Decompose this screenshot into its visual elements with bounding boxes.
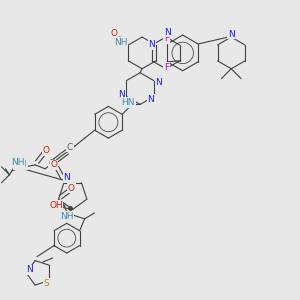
Text: N: N: [26, 266, 32, 274]
Text: N: N: [148, 95, 154, 104]
Text: O: O: [111, 28, 118, 38]
Text: *: *: [63, 204, 66, 210]
Text: HN: HN: [122, 98, 135, 107]
Text: OH: OH: [49, 201, 63, 210]
Text: O: O: [43, 146, 50, 155]
Text: F: F: [164, 63, 169, 72]
Text: F: F: [164, 34, 169, 43]
Text: NH: NH: [14, 160, 27, 169]
Text: N: N: [228, 30, 235, 39]
Text: NH: NH: [114, 38, 127, 46]
Text: NH: NH: [11, 158, 24, 167]
Text: N: N: [164, 28, 171, 37]
Text: N: N: [64, 173, 70, 182]
Text: N: N: [155, 78, 162, 87]
Text: C: C: [67, 142, 73, 152]
Text: O: O: [68, 184, 75, 193]
Text: N: N: [148, 40, 155, 50]
Text: N: N: [118, 90, 125, 99]
Text: C: C: [49, 159, 55, 168]
Text: O: O: [51, 160, 58, 169]
Text: NH: NH: [60, 212, 73, 220]
Text: S: S: [44, 279, 50, 288]
